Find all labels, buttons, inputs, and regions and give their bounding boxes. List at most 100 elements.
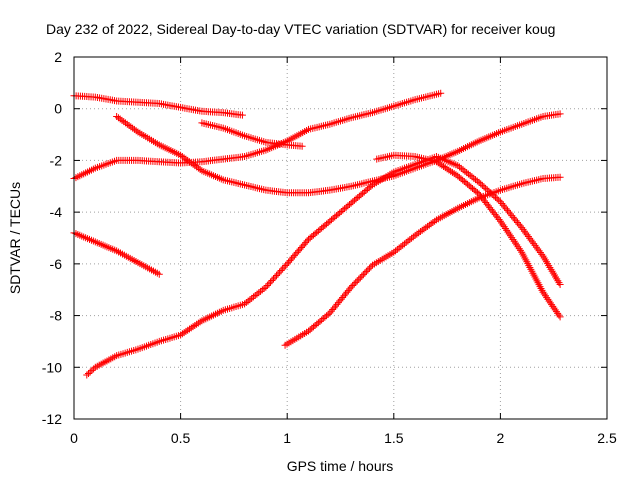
data-point: [298, 142, 306, 150]
data-point: [340, 292, 348, 300]
series-track-7: [373, 151, 564, 321]
y-tick-label: 2: [54, 49, 62, 65]
x-tick-label: 1.5: [384, 430, 404, 446]
data-point: [436, 160, 444, 168]
data-point: [182, 155, 190, 163]
data-point: [251, 292, 259, 300]
data-point: [116, 115, 124, 123]
data-point: [441, 164, 449, 172]
data-point: [283, 260, 291, 268]
data-point: [470, 174, 478, 182]
data-point: [302, 239, 310, 247]
data-point: [356, 274, 364, 282]
data-point: [393, 245, 401, 253]
data-point: [511, 215, 519, 223]
data-point: [499, 221, 507, 229]
data-point: [336, 297, 344, 305]
series-track-3: [113, 110, 564, 197]
data-point: [341, 290, 349, 298]
data-point: [260, 285, 268, 293]
data-point: [194, 164, 202, 172]
x-tick-label: 1: [283, 430, 291, 446]
data-point: [276, 268, 284, 276]
data-point: [130, 125, 138, 133]
data-point: [514, 243, 522, 251]
data-point: [502, 205, 510, 213]
data-point: [300, 240, 308, 248]
data-point: [503, 226, 511, 234]
data-point: [362, 267, 370, 275]
data-point: [249, 293, 257, 301]
y-tick-label: -8: [50, 308, 63, 324]
y-tick-label: -4: [50, 204, 63, 220]
data-point: [258, 286, 266, 294]
data-point: [180, 154, 188, 162]
data-point: [122, 119, 130, 127]
data-point: [431, 217, 439, 225]
data-point: [526, 234, 534, 242]
data-point: [196, 318, 204, 326]
data-point: [429, 218, 437, 226]
data-point: [191, 162, 199, 170]
data-point: [182, 327, 190, 335]
y-axis-ticks: -12 -10 -8 -6 -4 -2 0 2: [42, 49, 607, 427]
data-point: [178, 330, 186, 338]
data-point: [353, 277, 361, 285]
data-point: [274, 270, 282, 278]
data-point: [532, 243, 540, 251]
data-point: [491, 193, 499, 201]
chart-grid: [74, 57, 607, 419]
data-point: [506, 232, 514, 240]
data-point: [531, 241, 539, 249]
data-point: [450, 170, 458, 178]
data-point: [83, 371, 91, 379]
data-point: [516, 222, 524, 230]
data-point: [519, 225, 527, 233]
data-point: [355, 275, 363, 283]
data-point: [499, 201, 507, 209]
data-point: [432, 158, 440, 166]
data-point: [392, 247, 400, 255]
data-point: [399, 241, 407, 249]
data-point: [424, 222, 432, 230]
data-point: [551, 306, 559, 314]
data-point: [265, 280, 273, 288]
data-point: [118, 116, 126, 124]
plot-frame: [73, 56, 608, 420]
data-point: [333, 300, 341, 308]
data-point: [84, 369, 92, 377]
data-point: [495, 215, 503, 223]
data-point: [277, 267, 285, 275]
data-point: [420, 225, 428, 233]
data-point: [390, 248, 398, 256]
data-point: [358, 272, 366, 280]
data-point: [262, 283, 270, 291]
data-point: [546, 299, 554, 307]
x-axis-ticks: 0 0.5 1 1.5 2 2.5: [70, 57, 617, 446]
data-point: [238, 111, 246, 119]
data-point: [440, 162, 448, 170]
y-tick-label: 0: [54, 101, 62, 117]
data-point: [448, 168, 456, 176]
data-point: [554, 309, 562, 317]
data-point: [501, 203, 509, 211]
data-point: [422, 224, 430, 232]
data-point: [344, 287, 352, 295]
data-point: [129, 124, 137, 132]
data-point: [257, 287, 265, 295]
data-point: [509, 235, 517, 243]
data-point: [324, 310, 332, 318]
data-point: [472, 176, 480, 184]
data-point: [273, 271, 281, 279]
data-point: [501, 224, 509, 232]
data-point: [510, 237, 518, 245]
data-point: [518, 224, 526, 232]
data-point: [299, 242, 307, 250]
y-tick-label: -6: [50, 256, 63, 272]
data-point: [295, 247, 303, 255]
data-point: [505, 230, 513, 238]
data-point: [127, 123, 135, 131]
data-point: [400, 240, 408, 248]
data-point: [513, 241, 521, 249]
data-point: [332, 302, 340, 310]
